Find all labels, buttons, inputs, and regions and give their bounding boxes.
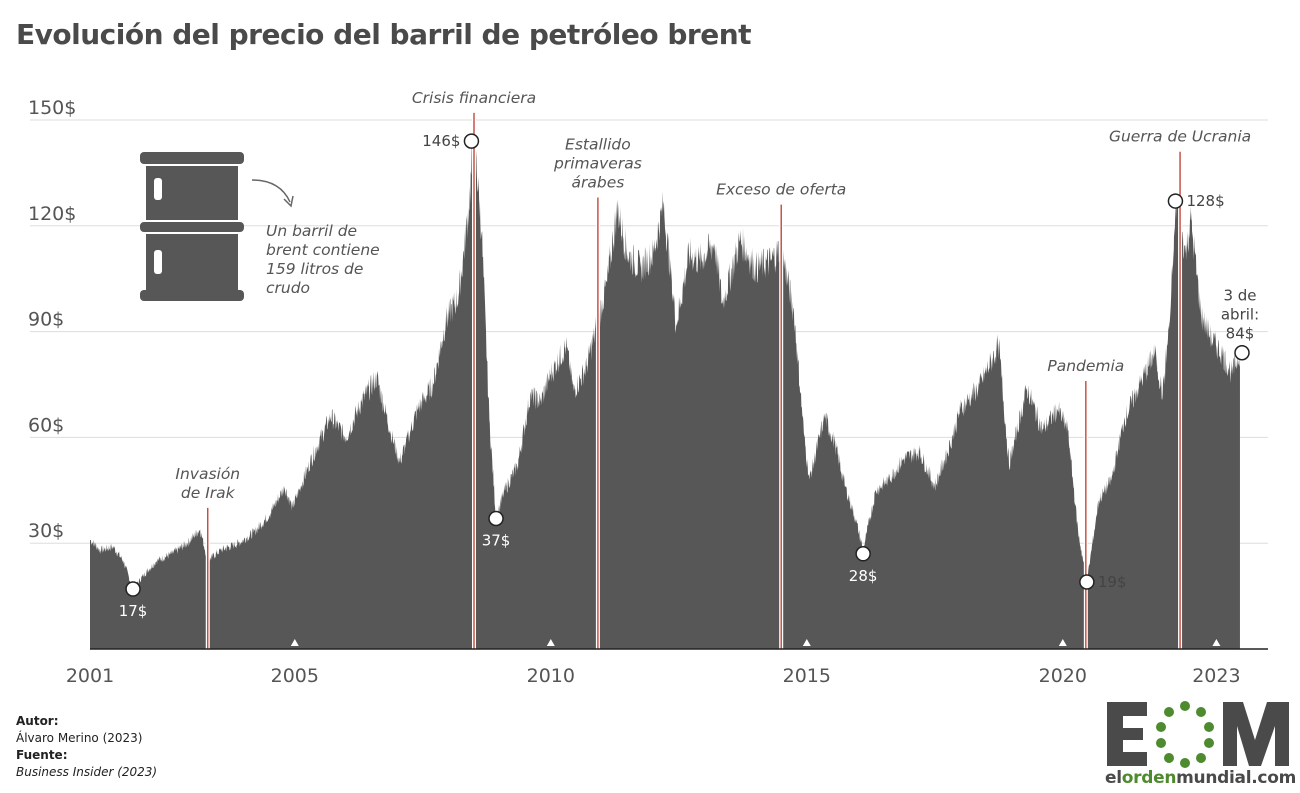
event-label: Pandemia xyxy=(1047,357,1124,375)
source: Business Insider (2023) xyxy=(16,765,158,779)
event-label: Crisis financiera xyxy=(412,89,536,107)
value-marker xyxy=(488,510,504,527)
x-tick-label: 2023 xyxy=(1192,665,1240,687)
tick-triangle xyxy=(802,639,811,646)
author-label: Autor: xyxy=(16,714,59,728)
event-label: de Irak xyxy=(181,484,236,502)
footer: Autor: Álvaro Merino (2023) Fuente: Busi… xyxy=(16,713,157,781)
value-label: 84$ xyxy=(1226,325,1255,343)
value-label: 128$ xyxy=(1186,192,1224,210)
event-label: Exceso de oferta xyxy=(716,181,846,199)
event-label: primaveras xyxy=(553,155,642,173)
tick-triangle xyxy=(1058,639,1067,646)
value-label-prefix: abril: xyxy=(1221,306,1259,324)
barrel-icon xyxy=(140,152,244,301)
tick-triangle xyxy=(1212,639,1221,646)
chart-title: Evolución del precio del barril de petró… xyxy=(16,18,752,51)
x-tick-label: 2015 xyxy=(783,665,831,687)
barrel-note-line: brent contiene xyxy=(266,241,380,259)
y-tick-label: 60$ xyxy=(28,414,64,436)
value-marker xyxy=(1234,344,1250,361)
barrel-note-line: 159 litros de xyxy=(266,260,363,278)
value-label: 17$ xyxy=(119,602,148,620)
value-marker xyxy=(1167,193,1184,209)
value-marker xyxy=(463,133,480,149)
value-label: 146$ xyxy=(422,132,460,150)
x-tick-label: 2010 xyxy=(527,665,575,687)
barrel-note-line: Un barril de xyxy=(266,222,357,240)
axes: 30$ 60$ 90$ 120$ 150$ 2001 2005 2010 2015 2020 202… xyxy=(28,97,1268,687)
source-label: Fuente: xyxy=(16,748,68,762)
author: Álvaro Merino (2023) xyxy=(16,731,143,745)
value-marker xyxy=(855,546,871,562)
event-label: Invasión xyxy=(175,465,240,483)
x-tick-label: 2020 xyxy=(1039,665,1087,687)
value-label-prefix: 3 de xyxy=(1223,287,1256,305)
y-tick-label: 120$ xyxy=(28,203,76,225)
event-label: Guerra de Ucrania xyxy=(1109,128,1251,146)
value-marker xyxy=(1079,574,1095,590)
tick-triangle xyxy=(290,639,299,646)
price-area xyxy=(90,120,1240,650)
curved-arrow-icon xyxy=(251,179,294,208)
y-tick-label: 150$ xyxy=(28,97,76,119)
x-tick-label: 2005 xyxy=(271,665,319,687)
x-tick-label: 2001 xyxy=(66,665,114,687)
y-tick-label: 90$ xyxy=(28,309,64,331)
value-label: 37$ xyxy=(482,532,511,550)
y-tick-label: 30$ xyxy=(28,520,64,542)
logo-mark xyxy=(1107,701,1289,768)
event-label: árabes xyxy=(571,174,624,192)
event-label: Estallido xyxy=(565,136,631,154)
tick-triangle xyxy=(546,639,555,646)
eom-logo: elordenmundial.com xyxy=(1105,700,1296,790)
logo-url: elordenmundial.com xyxy=(1105,768,1296,788)
barrel-note-line: crudo xyxy=(266,279,310,297)
value-label: 19$ xyxy=(1098,573,1127,591)
value-label: 28$ xyxy=(849,567,878,585)
value-marker xyxy=(125,581,141,597)
